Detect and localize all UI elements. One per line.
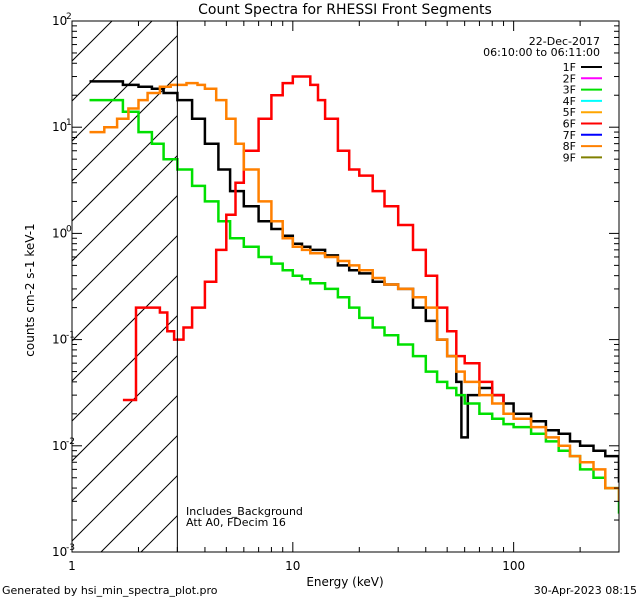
y-tick-exponent: -3 [66,543,75,553]
y-tick-base: 10 [52,120,67,134]
y-tick-label: 101 [52,118,72,134]
legend: 22-Dec-2017 06:10:00 to 06:11:00 1F2F3F4… [483,35,602,164]
annotation-attenuator: Att A0, FDecim 16 [186,516,286,529]
legend-label-6F: 6F [563,118,576,131]
y-tick-base: 10 [52,14,67,28]
y-tick-label: 10-3 [52,543,75,559]
series-group [89,75,619,514]
x-tick-labels: 1 10 100 [68,559,525,573]
y-tick-label: 100 [52,224,72,240]
legend-label-1F: 1F [563,61,576,74]
axis-ticks [71,20,620,553]
y-tick-exponent: -2 [66,437,75,447]
y-tick-base: 10 [52,545,67,559]
footer-generated-by: Generated by hsi_min_spectra_plot.pro [2,584,218,597]
x-tick-label: 10 [285,559,300,573]
hatch-line [72,21,193,142]
y-tick-label: 102 [52,12,72,28]
y-tick-label: 10-2 [52,437,75,453]
y-tick-exponent: 1 [66,118,72,128]
series-3F [89,98,619,514]
y-tick-base: 10 [52,226,67,240]
y-tick-base: 10 [52,333,67,347]
x-tick-label: 100 [502,559,525,573]
series-8F [89,81,619,502]
y-tick-exponent: -1 [66,331,75,341]
annotation-background: Includes_Background [186,505,303,518]
hatch-line [72,21,233,182]
legend-label-4F: 4F [563,95,576,108]
y-tick-exponent: 0 [66,224,72,234]
legend-label-7F: 7F [563,129,576,142]
chart-title: Count Spectra for RHESSI Front Segments [198,2,492,18]
y-tick-base: 10 [52,439,67,453]
x-tick-label: 1 [68,559,76,573]
x-axis-label: Energy (keV) [306,575,383,589]
y-tick-label: 10-1 [52,331,75,347]
legend-label-8F: 8F [563,140,576,153]
footer-timestamp: 30-Apr-2023 08:15 [534,584,637,597]
legend-label-5F: 5F [563,106,576,119]
series-6F [122,75,505,404]
legend-time-range: 06:10:00 to 06:11:00 [483,46,600,59]
plot-frame [71,20,620,553]
legend-label-2F: 2F [563,72,576,85]
legend-date: 22-Dec-2017 [529,35,600,48]
y-axis-label: counts cm-2 s-1 keV-1 [23,223,37,356]
y-tick-exponent: 2 [66,12,72,22]
legend-label-3F: 3F [563,84,576,97]
legend-label-9F: 9F [563,151,576,164]
